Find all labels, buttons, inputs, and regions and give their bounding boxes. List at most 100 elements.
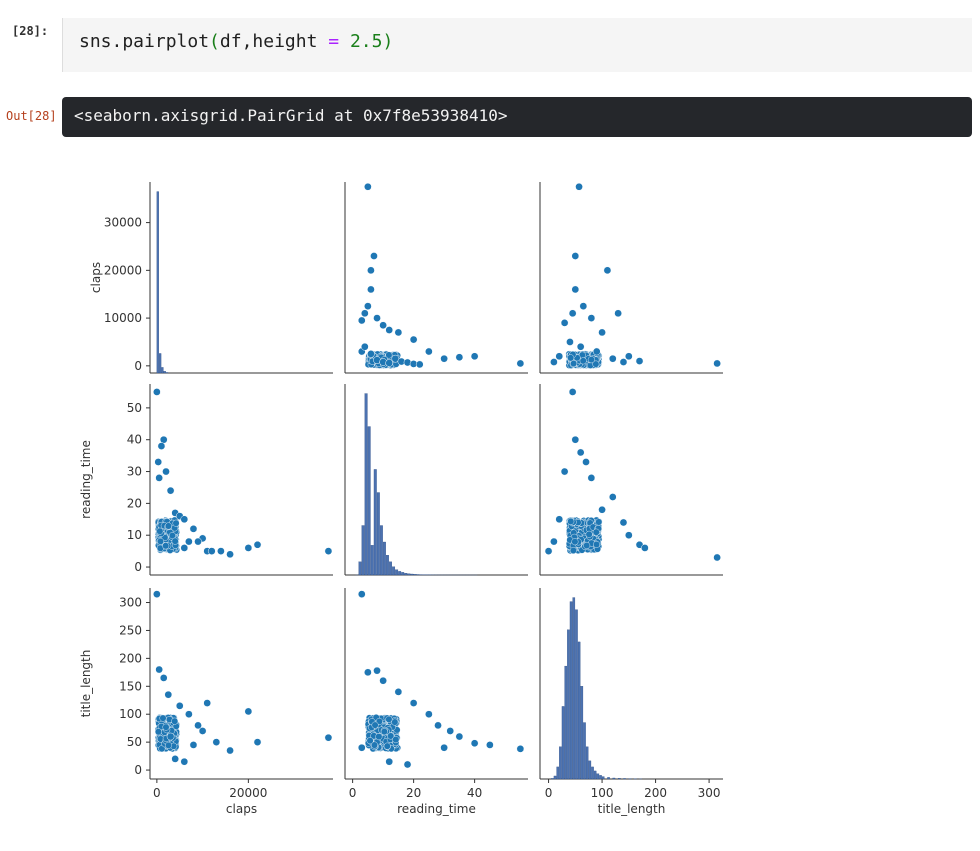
y-tick-label: 300	[119, 596, 142, 610]
y-tick-label: 0	[134, 560, 142, 574]
histogram-bar	[404, 573, 408, 576]
output-text: <seaborn.axisgrid.PairGrid at 0x7f8e5393…	[74, 106, 508, 125]
scatter-point	[516, 359, 525, 368]
scatter-point	[162, 467, 170, 476]
code-line: sns.pairplot(df,height = 2.5)	[79, 31, 393, 52]
scatter-point	[379, 321, 387, 330]
scatter-point	[394, 688, 403, 696]
histogram-bar	[376, 492, 380, 576]
scatter-point	[366, 737, 374, 745]
histogram-bar	[361, 525, 365, 576]
scatter-point	[425, 347, 433, 356]
scatter-point	[387, 732, 395, 740]
scatter-point	[641, 544, 649, 552]
scatter-point	[576, 448, 585, 457]
y-tick-label: 20000	[104, 263, 142, 277]
scatter-point	[516, 744, 525, 753]
histogram-bar	[156, 191, 159, 374]
scatter-point	[598, 328, 606, 337]
histogram-bar	[364, 393, 368, 576]
scatter-point	[370, 252, 378, 260]
histogram-bar	[401, 572, 405, 576]
histogram-bar	[588, 760, 592, 780]
scatter-point	[166, 486, 175, 495]
scatter-point	[168, 532, 176, 540]
scatter-point	[180, 544, 189, 552]
histogram-bar	[612, 777, 616, 780]
histogram-bar	[561, 706, 565, 780]
scatter-point	[360, 342, 369, 351]
scatter-point	[162, 723, 170, 731]
histogram-bar	[389, 561, 392, 576]
scatter-point	[185, 537, 193, 546]
scatter-point	[185, 710, 193, 719]
scatter-point	[164, 522, 172, 530]
scatter-point	[603, 266, 612, 275]
histogram-bar	[386, 555, 389, 576]
scatter-point	[409, 335, 418, 344]
x-axis-label: title_length	[598, 802, 666, 816]
y-tick-label: 50	[127, 401, 142, 415]
histogram-bar	[575, 609, 578, 780]
y-tick-label: 30000	[104, 216, 142, 230]
scatter-point	[619, 518, 628, 527]
code-args: df,height	[219, 31, 329, 52]
histogram-bar	[161, 367, 164, 374]
scatter-point	[570, 360, 578, 368]
scatter-point	[175, 701, 184, 710]
y-tick-label: 0	[134, 359, 142, 373]
histogram-bar	[569, 601, 573, 780]
scatter-point	[375, 733, 383, 741]
y-tick-label: 0	[134, 763, 142, 777]
input-prompt: [28]:	[12, 24, 49, 38]
scatter-point	[154, 728, 162, 736]
histogram-bar	[564, 665, 568, 780]
x-axis-label: claps	[226, 802, 257, 816]
scatter-point	[587, 474, 596, 482]
x-tick-label: 200	[644, 786, 667, 800]
scatter-point	[194, 721, 202, 730]
scatter-point	[166, 732, 175, 741]
y-axis-label: reading_time	[79, 440, 93, 519]
output-prompt: Out[28]	[6, 109, 57, 123]
scatter-point	[550, 358, 558, 366]
y-tick-label: 200	[119, 651, 142, 665]
histogram-bar	[165, 372, 169, 374]
scatter-point	[455, 353, 464, 362]
scatter-point	[587, 356, 595, 364]
scatter-point	[159, 714, 167, 722]
scatter-point	[608, 354, 617, 363]
y-tick-label: 10	[127, 528, 142, 542]
scatter-point	[470, 739, 479, 748]
histogram-bar	[607, 777, 610, 780]
scatter-point	[595, 518, 603, 526]
scatter-point	[385, 351, 393, 359]
scatter-point	[566, 338, 574, 346]
scatter-point	[244, 707, 253, 716]
scatter-point	[370, 741, 378, 749]
scatter-point	[385, 757, 394, 766]
x-tick-label: 20000	[229, 786, 267, 800]
histogram-bar	[559, 746, 562, 780]
scatter-point	[171, 755, 180, 763]
scatter-point	[164, 690, 173, 699]
scatter-point	[156, 527, 164, 535]
scatter-point	[555, 352, 564, 361]
scatter-point	[592, 347, 601, 356]
scatter-point	[373, 666, 381, 675]
histogram-bar	[416, 574, 420, 576]
x-tick-label: 0	[153, 786, 161, 800]
scatter-point	[189, 524, 198, 533]
scatter-point	[153, 590, 161, 598]
scatter-point	[171, 537, 179, 545]
scatter-point	[198, 727, 207, 735]
x-tick-label: 300	[698, 786, 721, 800]
scatter-point	[367, 266, 375, 275]
histogram-bar	[593, 770, 597, 780]
scatter-point	[391, 718, 399, 726]
scatter-point	[324, 547, 333, 555]
code-cell-input[interactable]: sns.pairplot(df,height = 2.5)	[62, 18, 972, 72]
scatter-point	[379, 676, 387, 685]
y-tick-label: 30	[127, 465, 142, 479]
